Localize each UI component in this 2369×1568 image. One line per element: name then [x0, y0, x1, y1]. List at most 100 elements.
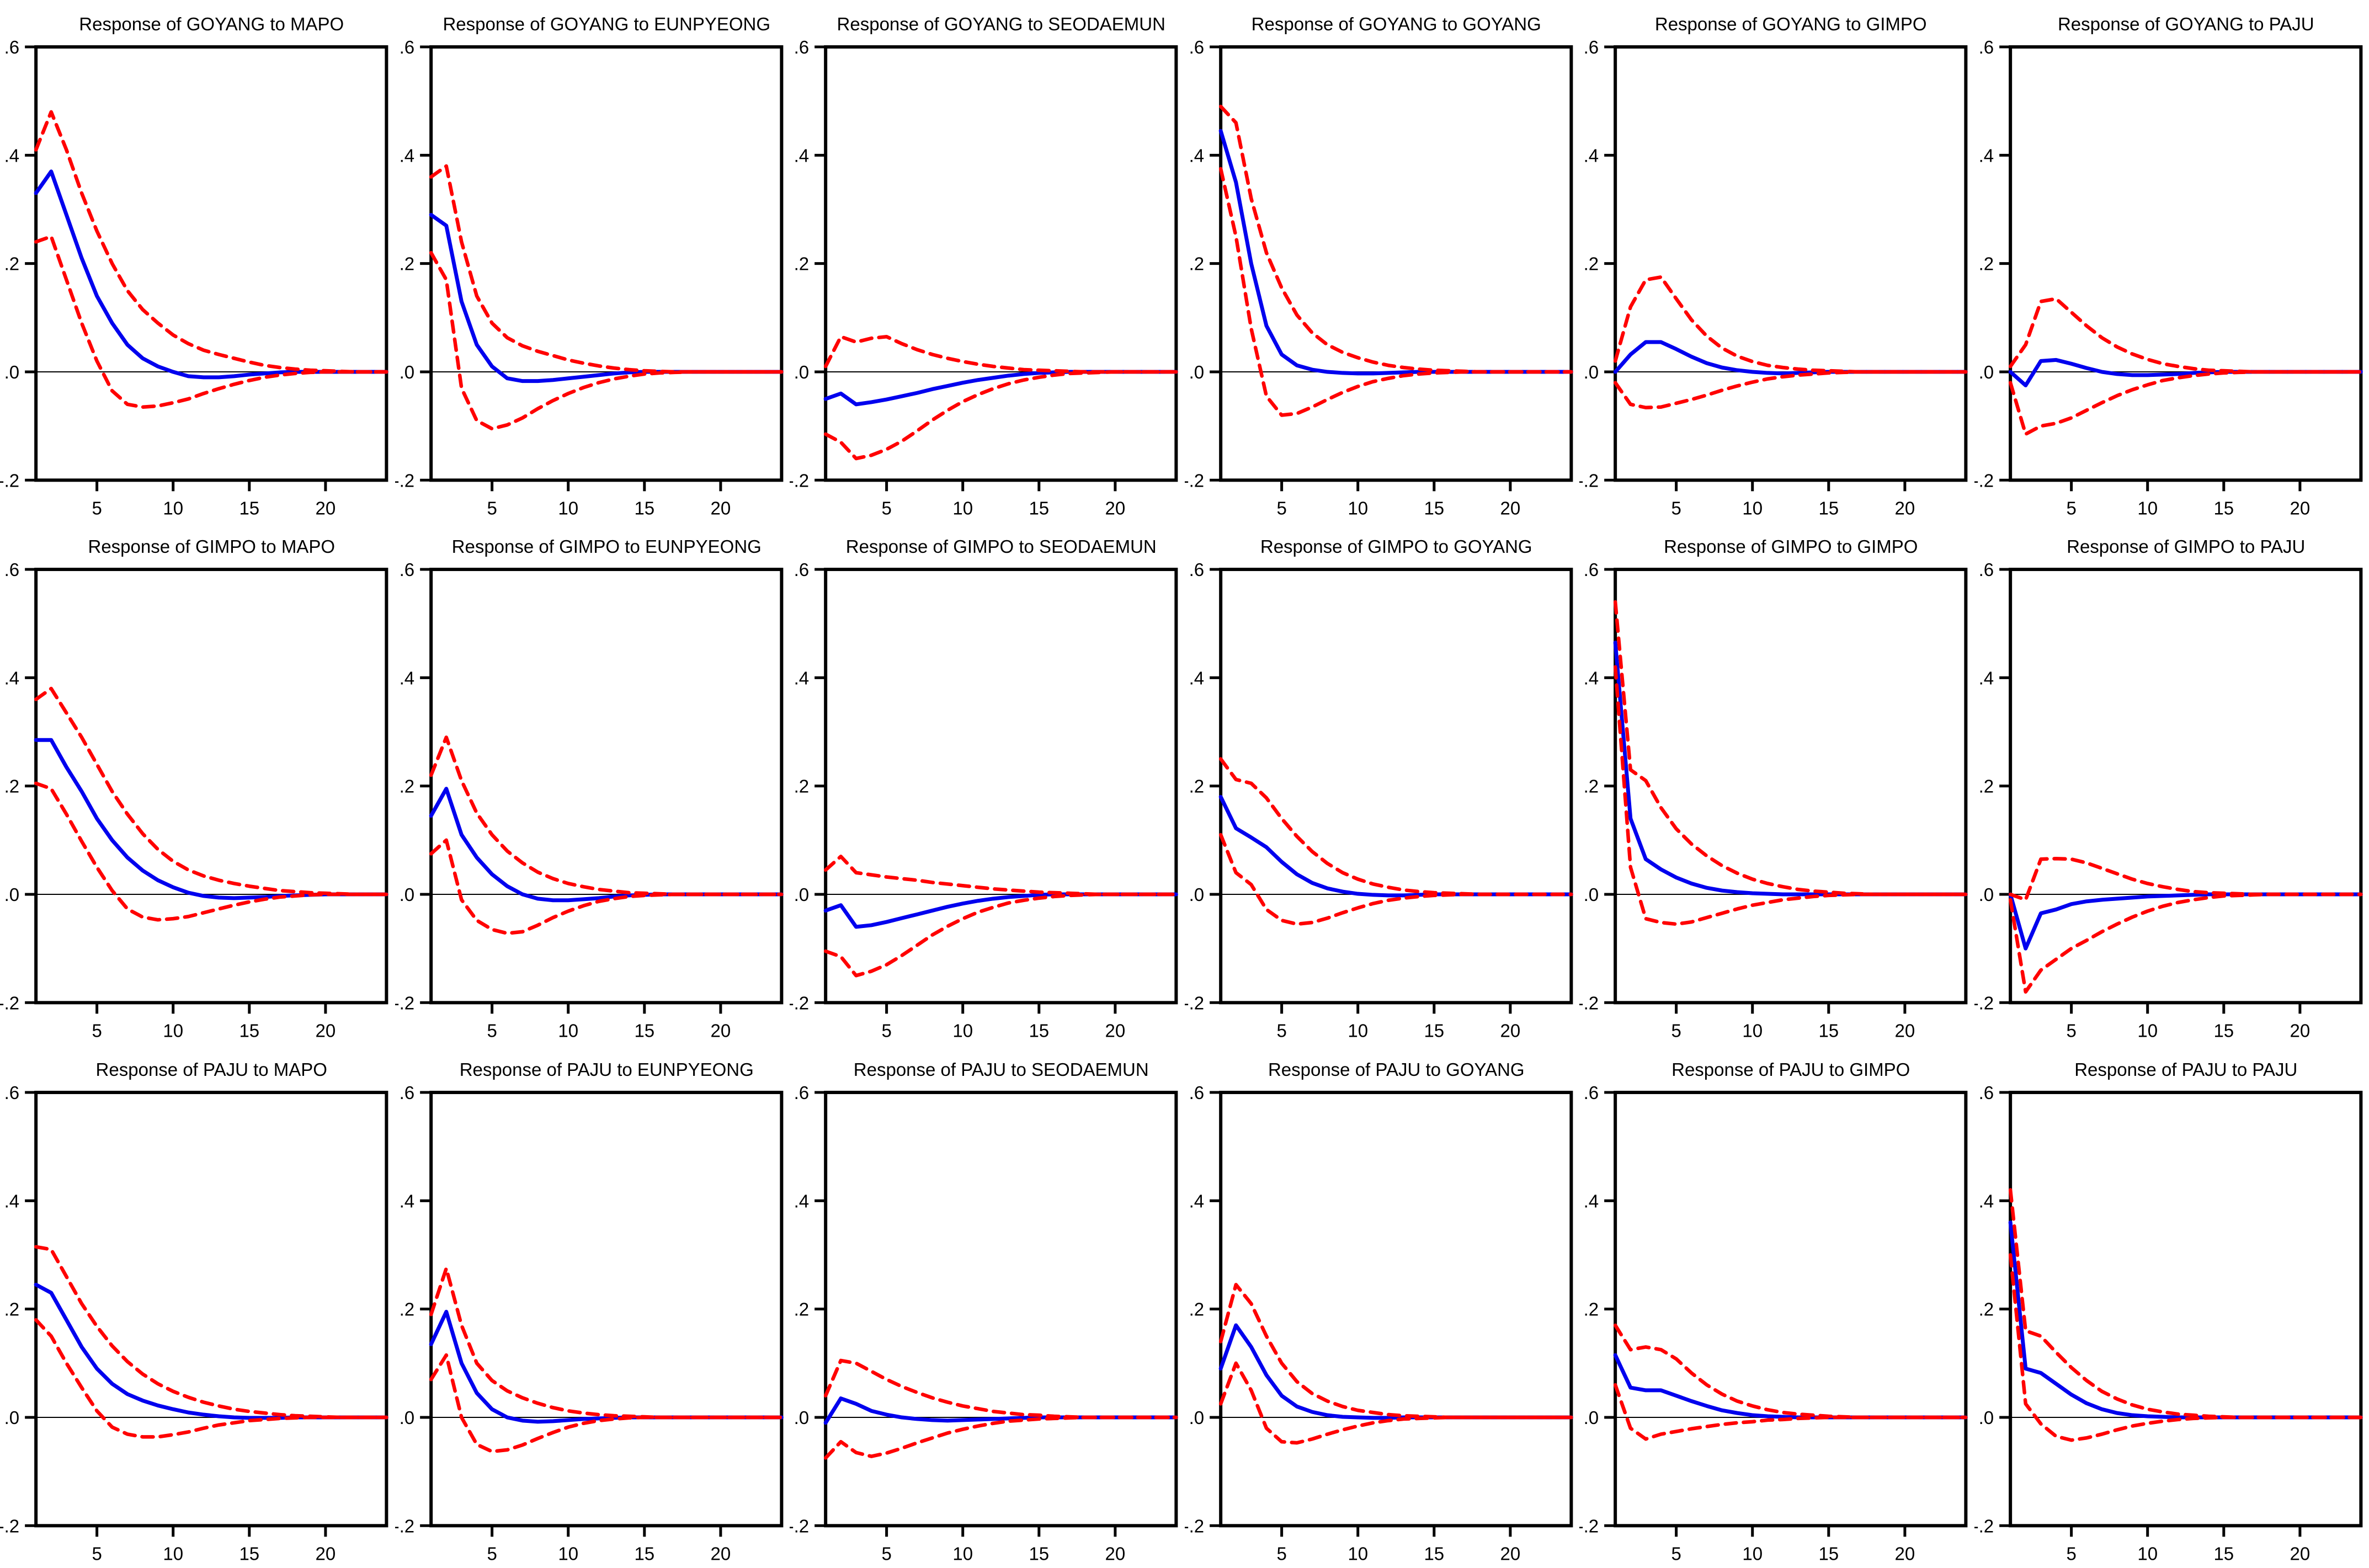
- upper-band-line: [429, 1266, 784, 1419]
- x-axis-tick-label: 5: [487, 1021, 497, 1041]
- plot-border: [824, 568, 1178, 1005]
- upper-band-line: [34, 687, 388, 897]
- response-line: [2008, 1220, 2363, 1420]
- y-axis-tick-label: .6: [1584, 1082, 1599, 1103]
- irf-chart-paju-to-goyang: Response of PAJU to GOYANG .6 .4 .2 .0 -.2 5 10…: [1185, 1059, 1573, 1564]
- y-axis-tick-label: .4: [399, 668, 414, 689]
- y-axis-tick-label: .6: [794, 1082, 810, 1103]
- y-axis-tick-label: .4: [794, 145, 810, 166]
- irf-chart-goyang-to-seodaemun: Response of GOYANG to SEODAEMUN .6 .4 .2 .0 -…: [790, 14, 1178, 518]
- response-line: [429, 212, 784, 383]
- plot-border: [2008, 1090, 2362, 1527]
- y-axis-tick-label: -.2: [1579, 1516, 1599, 1536]
- x-axis-tick-label: 5: [1671, 498, 1681, 518]
- upper-band-line: [2008, 1188, 2363, 1419]
- y-axis-tick-label: .0: [1584, 1407, 1599, 1428]
- x-axis-tick-label: 15: [1818, 1021, 1839, 1041]
- chart-title: Response of GOYANG to EUNPYEONG: [443, 14, 770, 34]
- plot-border: [34, 1090, 388, 1527]
- x-axis-tick-label: 10: [163, 498, 183, 518]
- x-axis-tick-label: 20: [1895, 1021, 1915, 1041]
- y-axis-tick-label: .2: [1189, 776, 1204, 797]
- y-axis-tick-label: .6: [1978, 1082, 1994, 1103]
- y-axis-tick-label: .4: [1189, 145, 1204, 166]
- y-axis-tick-label: .6: [4, 559, 20, 580]
- upper-band-line: [429, 735, 784, 897]
- upper-band-line: [823, 334, 1178, 374]
- y-axis-tick-label: -.2: [1974, 1516, 1994, 1536]
- response-line: [34, 169, 388, 380]
- lower-band-line: [34, 234, 388, 409]
- y-axis-tick-label: .4: [1584, 145, 1599, 166]
- response-line: [823, 892, 1178, 929]
- x-axis-tick-label: 5: [2066, 1021, 2076, 1041]
- y-axis-tick-label: .0: [399, 884, 414, 905]
- plot-border: [429, 568, 783, 1005]
- irf-chart-goyang-to-goyang: Response of GOYANG to GOYANG .6 .4 .2 .0 -.2 5…: [1185, 14, 1573, 518]
- x-axis-tick-label: 5: [881, 498, 891, 518]
- y-axis-tick-label: .6: [1189, 1082, 1204, 1103]
- y-axis-tick-label: .2: [794, 1299, 810, 1319]
- y-axis-tick-label: .0: [794, 884, 810, 905]
- upper-band-line: [1218, 1282, 1573, 1419]
- y-axis-tick-label: .4: [399, 1191, 414, 1211]
- upper-band-line: [2008, 297, 2363, 374]
- y-axis-tick-label: -.2: [0, 470, 19, 490]
- x-axis-tick-label: 15: [1424, 498, 1444, 518]
- y-axis-tick-label: .4: [1189, 668, 1204, 689]
- lower-band-line: [34, 1318, 388, 1439]
- irf-chart-paju-to-paju: Response of PAJU to PAJU .6 .4 .2 .0 -.2 5 10 15…: [1974, 1059, 2363, 1564]
- lower-band-line: [1613, 1383, 1968, 1441]
- y-axis-tick-label: .4: [794, 668, 810, 689]
- y-axis-tick-label: .6: [1189, 37, 1204, 57]
- response-line: [1613, 340, 1968, 376]
- irf-chart-goyang-to-eunpyeong: Response of GOYANG to EUNPYEONG .6 .4 .2 .0 -…: [395, 14, 784, 518]
- x-axis-tick-label: 10: [163, 1543, 183, 1564]
- response-line: [823, 370, 1178, 407]
- y-axis-tick-label: .0: [399, 362, 414, 382]
- y-axis-tick-label: .2: [1189, 254, 1204, 274]
- lower-band-line: [2008, 370, 2363, 436]
- x-axis-tick-label: 20: [2290, 1021, 2310, 1041]
- x-axis-tick-label: 15: [2213, 1021, 2234, 1041]
- lower-band-line: [1613, 370, 1968, 410]
- chart-title: Response of PAJU to GOYANG: [1268, 1059, 1524, 1080]
- x-axis-tick-label: 10: [2137, 498, 2158, 518]
- x-axis-tick-label: 20: [710, 498, 731, 518]
- x-axis-tick-label: 20: [316, 1543, 336, 1564]
- x-axis-tick-label: 10: [1348, 1543, 1368, 1564]
- y-axis-tick-label: .6: [1189, 559, 1204, 580]
- upper-band-line: [2008, 857, 2363, 902]
- x-axis-tick-label: 5: [92, 498, 102, 518]
- x-axis-tick-label: 5: [1276, 498, 1286, 518]
- irf-chart-gimpo-to-mapo: Response of GIMPO to MAPO .6 .4 .2 .0 -.2 5 10 1…: [0, 536, 388, 1041]
- x-axis-tick-label: 10: [1348, 498, 1368, 518]
- lower-band-line: [429, 250, 784, 431]
- x-axis-tick-label: 20: [1105, 498, 1126, 518]
- y-axis-tick-label: -.2: [790, 1516, 809, 1536]
- y-axis-tick-label: .4: [1584, 1191, 1599, 1211]
- y-axis-tick-label: .2: [1978, 1299, 1994, 1319]
- y-axis-tick-label: .2: [1584, 254, 1599, 274]
- y-axis-tick-label: .0: [1584, 884, 1599, 905]
- x-axis-tick-label: 15: [239, 498, 259, 518]
- chart-title: Response of PAJU to EUNPYEONG: [459, 1059, 753, 1080]
- x-axis-tick-label: 15: [239, 1021, 259, 1041]
- y-axis-tick-label: -.2: [1974, 470, 1994, 490]
- y-axis-tick-label: -.2: [395, 1516, 414, 1536]
- y-axis-tick-label: .6: [1584, 559, 1599, 580]
- x-axis-tick-label: 20: [316, 498, 336, 518]
- y-axis-tick-label: .0: [4, 1407, 20, 1428]
- y-axis-tick-label: .2: [1584, 1299, 1599, 1319]
- upper-band-line: [1613, 1323, 1968, 1419]
- chart-title: Response of GIMPO to SEODAEMUN: [846, 536, 1157, 557]
- x-axis-tick-label: 20: [1105, 1543, 1126, 1564]
- lower-band-line: [429, 838, 784, 936]
- x-axis-tick-label: 15: [1029, 498, 1049, 518]
- y-axis-tick-label: .4: [4, 1191, 20, 1211]
- y-axis-tick-label: -.2: [0, 1516, 19, 1536]
- x-axis-tick-label: 10: [558, 1543, 578, 1564]
- x-axis-tick-label: 10: [558, 1021, 578, 1041]
- y-axis-tick-label: .6: [4, 1082, 20, 1103]
